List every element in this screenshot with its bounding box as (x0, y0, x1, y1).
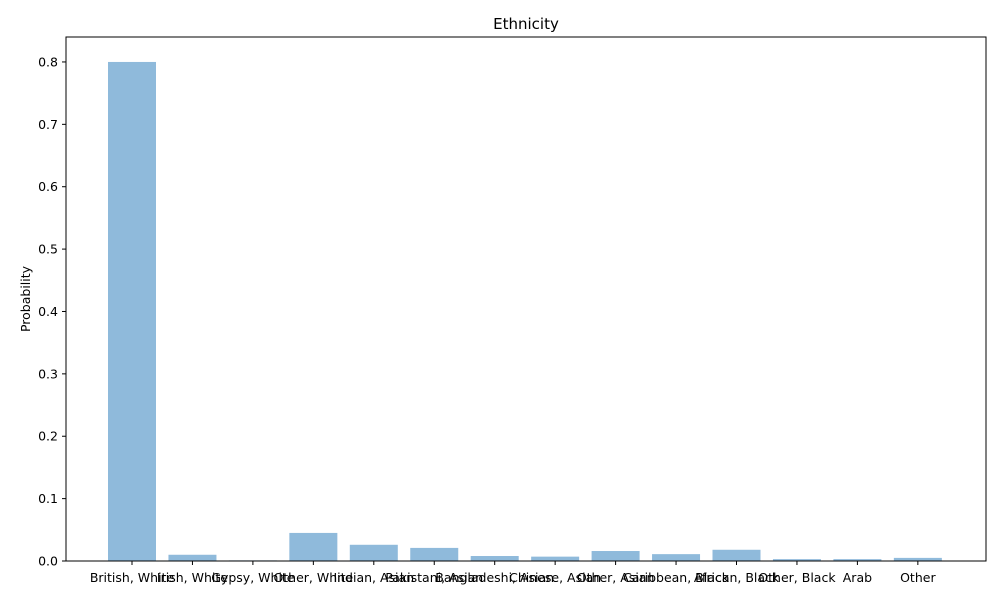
x-tick-label-6: Bangladeshi, Asian (435, 570, 554, 585)
bar-12 (833, 559, 882, 561)
bar-3 (289, 532, 338, 561)
bar-4 (349, 544, 398, 561)
y-tick-label-5: 0.5 (38, 242, 58, 257)
y-axis-label: Probability (18, 265, 33, 332)
plot-frame (65, 36, 987, 562)
bar-1 (168, 554, 217, 561)
bar-5 (410, 547, 459, 561)
y-tick-label-7: 0.7 (38, 117, 58, 132)
x-tick-label-1: Irish, White (157, 570, 228, 585)
x-tick-label-3: Other, White (273, 570, 353, 585)
y-tick-label-4: 0.4 (38, 304, 58, 319)
x-tick-label-13: Other (900, 570, 936, 585)
bar-10 (712, 549, 761, 561)
y-tick-label-8: 0.8 (38, 54, 58, 69)
x-tick-label-11: Other, Black (758, 570, 836, 585)
bar-0 (108, 61, 156, 561)
x-tick-label-5: Pakistani, Asian (385, 570, 483, 585)
bars-group (108, 61, 942, 561)
y-tick-label-0: 0.0 (38, 554, 58, 569)
x-tick-label-8: Other, Asian (577, 570, 655, 585)
x-tick-label-2: Gypsy, White (211, 570, 295, 585)
x-tick-label-12: Arab (843, 570, 872, 585)
x-tick-label-7: Chinese, Asian (509, 570, 601, 585)
y-tick-label-3: 0.3 (38, 366, 58, 381)
y-tick-label-6: 0.6 (38, 179, 58, 194)
bar-7 (531, 556, 580, 561)
bar-9 (652, 554, 701, 561)
x-tick-label-10: African, Black (694, 570, 780, 585)
bar-11 (772, 559, 821, 561)
y-axis: 0.0 0.1 0.2 0.3 0.4 0.5 0.6 0.7 0.8 (38, 54, 66, 569)
bar-13 (893, 557, 942, 561)
x-tick-label-4: Indian, Asian (333, 570, 414, 585)
x-tick-label-9: Caribbean, Black (623, 570, 730, 585)
chart-title: Ethnicity (493, 15, 559, 33)
y-tick-label-1: 0.1 (38, 491, 58, 506)
bar-6 (470, 556, 519, 561)
y-tick-label-2: 0.2 (38, 429, 58, 444)
bar-8 (591, 551, 640, 561)
x-tick-label-0: British, White (90, 570, 175, 585)
